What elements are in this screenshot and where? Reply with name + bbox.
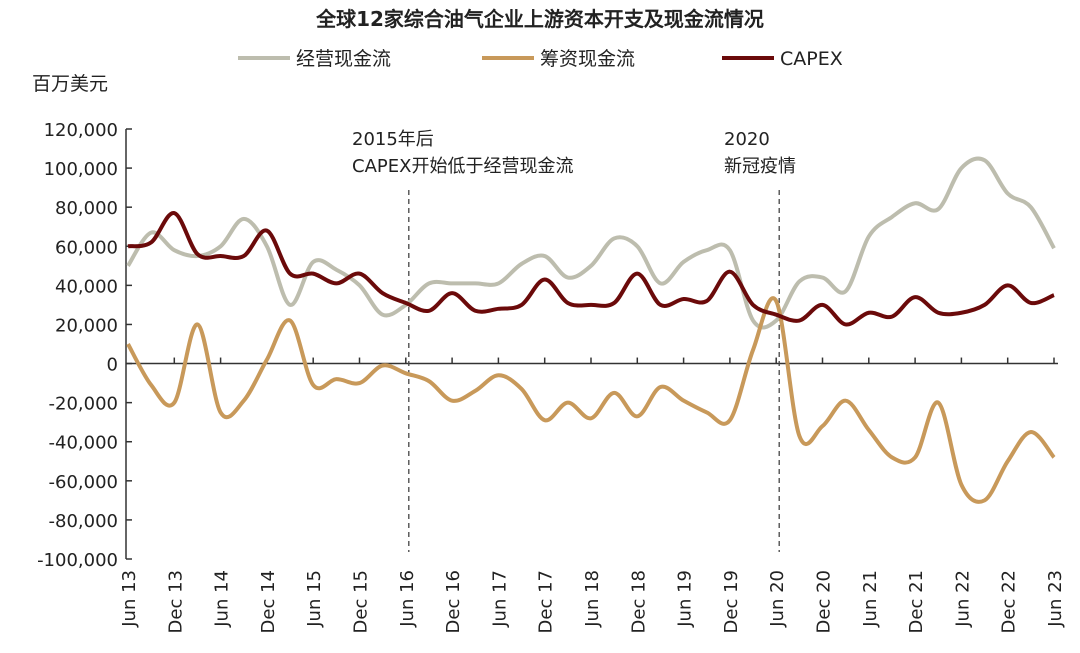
x-tick-label: Dec 20 (814, 570, 835, 633)
y-tick-label: 80,000 (55, 198, 118, 219)
x-tick-label: Dec 16 (443, 570, 464, 633)
y-tick-label: 120,000 (44, 120, 118, 141)
axes: 120,000 100,000 80,000 60,000 40,000 20,000 0 -… (37, 120, 1066, 633)
x-tick-label: Dec 18 (628, 570, 649, 633)
y-axis-label: 百万美元 (32, 73, 108, 95)
y-tick-label: 40,000 (55, 276, 118, 297)
x-tick-label: Jun 16 (397, 570, 418, 628)
legend: 经营现金流 筹资现金流 CAPEX (238, 48, 843, 70)
y-tick-label: -100,000 (37, 550, 118, 571)
annotations: 2015年后 CAPEX开始低于经营现金流 2020 新冠疫情 (352, 129, 796, 552)
chart-title: 全球12家综合油气企业上游资本开支及现金流情况 (315, 7, 764, 31)
legend-label: 筹资现金流 (540, 48, 635, 70)
x-tick-label: Jun 21 (860, 570, 881, 628)
x-tick-label: Jun 15 (304, 570, 325, 628)
y-tick-label: -60,000 (49, 472, 118, 493)
y-tick-label: -40,000 (49, 433, 118, 454)
x-tick-label: Dec 21 (906, 570, 927, 633)
x-tick-label: Dec 14 (258, 570, 279, 633)
x-tick-label: Dec 15 (351, 570, 372, 633)
x-tick-label: Jun 14 (212, 570, 233, 628)
x-tick-label: Jun 18 (582, 570, 603, 628)
series-line-1 (126, 296, 1056, 504)
y-tick-label: -20,000 (49, 394, 118, 415)
annotation-text: CAPEX开始低于经营现金流 (352, 156, 573, 177)
legend-label: 经营现金流 (296, 48, 391, 70)
x-tick-label: Jun 13 (119, 570, 140, 628)
x-tick-label: Dec 13 (165, 570, 186, 633)
x-tick-label: Dec 17 (536, 570, 557, 633)
x-tick-label: Dec 19 (721, 570, 742, 633)
annotation-text: 2020 (724, 129, 770, 150)
series-line-0 (126, 156, 1056, 330)
series-lines (126, 156, 1056, 504)
x-tick-label: Jun 23 (1045, 570, 1066, 628)
y-tick-label: -80,000 (49, 511, 118, 532)
series-line-2 (127, 211, 1055, 327)
annotation-text: 新冠疫情 (724, 156, 796, 177)
x-tick-label: Dec 22 (999, 570, 1020, 633)
legend-label: CAPEX (780, 48, 843, 70)
x-tick-label: Jun 22 (952, 570, 973, 628)
y-tick-label: 20,000 (55, 315, 118, 336)
y-tick-label: 60,000 (55, 237, 118, 258)
y-tick-label: 0 (107, 355, 118, 376)
y-tick-label: 100,000 (44, 159, 118, 180)
annotation-text: 2015年后 (352, 129, 434, 150)
x-tick-label: Jun 17 (489, 570, 510, 628)
x-tick-label: Jun 19 (675, 570, 696, 628)
x-tick-label: Jun 20 (767, 570, 788, 628)
